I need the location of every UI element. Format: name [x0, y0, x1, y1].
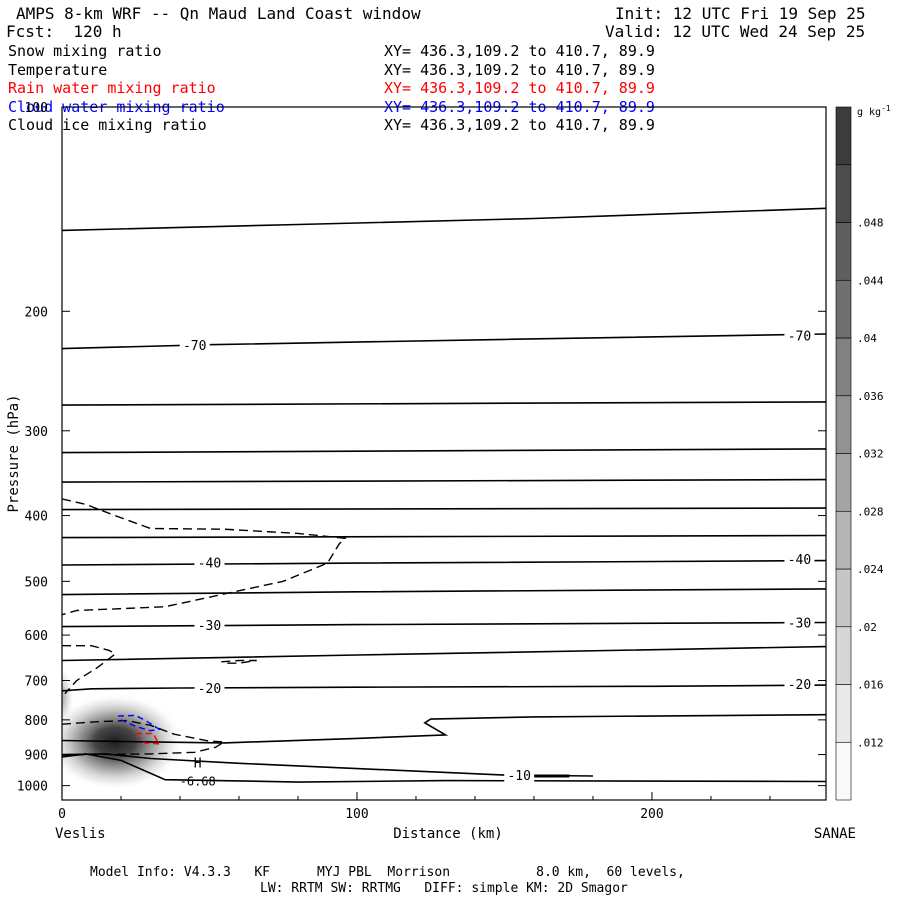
- temperature-contour: [62, 507, 826, 511]
- colorbar-label: .036: [857, 390, 884, 403]
- colorbar-segment: [835, 626, 852, 685]
- colorbar-segment: [835, 106, 852, 166]
- y-tick-label: 800: [25, 714, 48, 729]
- contour-label-bg: [194, 618, 225, 633]
- contour-label: -20: [788, 678, 811, 693]
- contour-label-bg: [194, 680, 225, 695]
- plot-frame: [61, 106, 827, 801]
- temperature-contour: [62, 448, 826, 454]
- x-tick-label: 200: [640, 807, 663, 822]
- colorbar-segment: [835, 684, 852, 743]
- forecast-hour: Fcst: 120 h: [6, 22, 122, 41]
- field-name: Temperature: [8, 60, 108, 79]
- y-tick-label: 500: [25, 575, 48, 590]
- temperature-contour: [62, 207, 826, 232]
- contour-label-bg: [784, 328, 815, 343]
- contour-label-bg: [784, 615, 815, 630]
- field-xy: XY= 436.3,109.2 to 410.7, 89.9: [384, 116, 655, 134]
- temperature-contour: [62, 621, 826, 628]
- colorbar-segment: [835, 337, 852, 397]
- contour-label-bg: [179, 337, 210, 352]
- temperature-contour: [62, 713, 826, 744]
- colorbar-label: .032: [857, 448, 884, 461]
- y-axis-label: Pressure (hPa): [6, 394, 22, 512]
- model-info-physics: LW: RRTM SW: RRTMG DIFF: simple KM: 2D S…: [260, 881, 628, 896]
- temperature-contour: [62, 645, 826, 662]
- x-tick-label: 0: [58, 807, 66, 822]
- contour-label: -30: [198, 619, 221, 634]
- y-tick-label: 700: [25, 675, 48, 690]
- high-marker-value: -6.68: [180, 774, 216, 788]
- colorbar-label: .016: [857, 679, 884, 692]
- y-tick-label: 400: [25, 510, 48, 525]
- contour-label: -70: [183, 339, 206, 354]
- left-endpoint-label: Veslis: [55, 826, 106, 842]
- colorbar-label: .02: [857, 621, 877, 634]
- colorbar-label: .028: [857, 505, 884, 518]
- contour-label: -40: [788, 553, 811, 568]
- right-endpoint-label: SANAE: [814, 826, 856, 842]
- temperature-contour: [62, 333, 826, 350]
- temperature-contour: [62, 684, 826, 692]
- y-tick-label: 300: [25, 425, 48, 440]
- chart-title: AMPS 8-km WRF -- Qn Maud Land Coast wind…: [16, 4, 421, 23]
- contour-label-bg: [504, 768, 535, 783]
- field-name: Snow mixing ratio: [8, 42, 162, 60]
- contour-label: -30: [788, 617, 811, 632]
- y-tick-label: 600: [25, 629, 48, 644]
- colorbar-segment: [835, 510, 852, 570]
- colorbar-segment: [835, 164, 852, 223]
- valid-time: Valid: 12 UTC Wed 24 Sep 25: [605, 22, 866, 41]
- high-marker: H: [194, 756, 202, 771]
- y-tick-label: 200: [25, 305, 48, 320]
- contour-label: -20: [198, 682, 221, 697]
- y-tick-label: 900: [25, 749, 48, 764]
- colorbar-segment: [835, 568, 852, 628]
- init-time: Init: 12 UTC Fri 19 Sep 25: [615, 4, 866, 23]
- field-name: Cloud ice mixing ratio: [8, 116, 207, 134]
- contour-label: -70: [788, 330, 811, 345]
- colorbar-label: .012: [857, 736, 884, 749]
- field-xy: XY= 436.3,109.2 to 410.7, 89.9: [384, 79, 655, 97]
- colorbar-segment: [835, 741, 852, 801]
- contour-label: -10: [507, 769, 530, 784]
- rain-water-contour: [135, 732, 161, 745]
- colorbar-label: .048: [857, 217, 884, 230]
- colorbar-label: .024: [857, 563, 884, 576]
- colorbar-segment: [835, 222, 852, 281]
- cloud-ice-contour: [62, 645, 117, 695]
- cloud-ice-contour: [221, 659, 257, 664]
- colorbar-segment: [835, 395, 852, 454]
- model-info: Model Info: V4.3.3 KF MYJ PBL Morrison 8…: [90, 865, 685, 880]
- cloud-ice-contour: [62, 498, 347, 616]
- field-xy: XY= 436.3,109.2 to 410.7, 89.9: [384, 42, 655, 60]
- contour-label: -40: [198, 557, 221, 572]
- contour-label-bg: [784, 677, 815, 692]
- colorbar-label: .044: [857, 274, 884, 287]
- x-tick-label: 100: [345, 807, 368, 822]
- cloud-water-contour: [117, 714, 162, 732]
- snow-shading-edge: [62, 667, 74, 727]
- temperature-contour: [62, 588, 826, 596]
- field-xy: XY= 436.3,109.2 to 410.7, 89.9: [384, 60, 655, 79]
- colorbar-segment: [835, 279, 852, 339]
- contour-label-bg: [784, 551, 815, 566]
- x-axis-label: Distance (km): [393, 826, 503, 842]
- y-tick-label: 1000: [17, 780, 48, 795]
- colorbar-segment: [835, 453, 852, 512]
- y-tick-label: 100: [25, 101, 48, 116]
- colorbar-units: g kg-1: [857, 104, 891, 118]
- temperature-contour: [62, 401, 826, 406]
- temperature-contour: [62, 534, 826, 539]
- temperature-contour: [62, 559, 826, 566]
- plot-content: [62, 207, 826, 790]
- colorbar-label: .04: [857, 332, 877, 345]
- field-name: Rain water mixing ratio: [8, 79, 216, 97]
- contour-label-bg: [194, 555, 225, 570]
- temperature-contour: [62, 478, 826, 483]
